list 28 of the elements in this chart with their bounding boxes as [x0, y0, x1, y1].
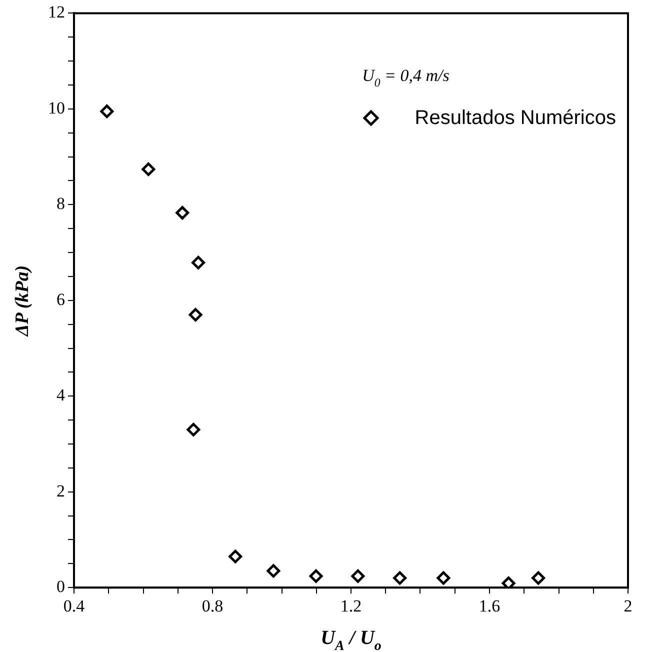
y-tick-label: 8 [56, 194, 65, 214]
point [436, 571, 450, 585]
x-tick-label: 1.2 [340, 596, 362, 616]
x-tick-label: 1.6 [478, 596, 500, 616]
point [192, 256, 206, 270]
point [351, 569, 365, 583]
x-tick-label: 2 [624, 596, 632, 616]
y-tick-label: 6 [56, 290, 65, 309]
point [142, 162, 156, 176]
y-tick-label: 12 [48, 2, 65, 22]
legend-label: Resultados Numéricos [414, 106, 616, 132]
point [186, 422, 200, 436]
point [266, 564, 280, 578]
x-tick-label: 0.8 [202, 596, 224, 616]
point [532, 571, 546, 585]
point [502, 576, 516, 588]
point [228, 550, 242, 564]
point [100, 104, 114, 118]
y-tick-label: 0 [56, 577, 65, 596]
point [393, 571, 407, 585]
point [188, 308, 202, 322]
x-tick-label: 0.4 [63, 596, 86, 616]
point [309, 569, 323, 583]
y-tick-label: 2 [56, 481, 65, 500]
point [176, 206, 190, 220]
y-tick-label: 10 [48, 98, 65, 118]
y-axis-title: ΔP (kPa) [12, 265, 33, 338]
y-tick-label: 4 [56, 386, 66, 405]
